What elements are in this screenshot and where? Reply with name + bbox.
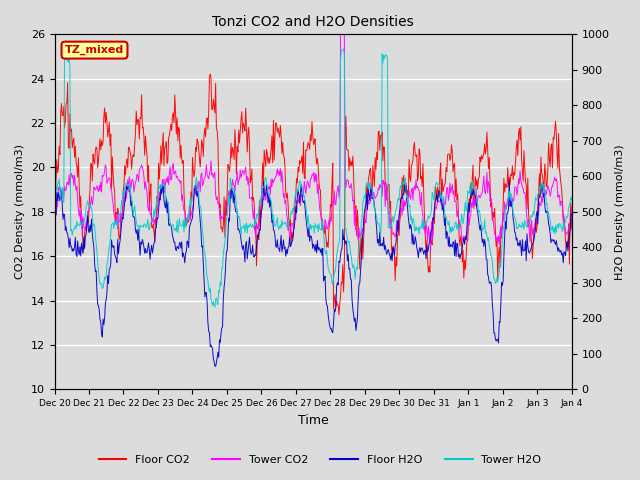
Title: Tonzi CO2 and H2O Densities: Tonzi CO2 and H2O Densities (212, 15, 414, 29)
Y-axis label: H2O Density (mmol/m3): H2O Density (mmol/m3) (615, 144, 625, 280)
Y-axis label: CO2 Density (mmol/m3): CO2 Density (mmol/m3) (15, 144, 25, 279)
Legend: Floor CO2, Tower CO2, Floor H2O, Tower H2O: Floor CO2, Tower CO2, Floor H2O, Tower H… (94, 451, 546, 469)
X-axis label: Time: Time (298, 414, 328, 427)
Text: TZ_mixed: TZ_mixed (65, 45, 124, 55)
